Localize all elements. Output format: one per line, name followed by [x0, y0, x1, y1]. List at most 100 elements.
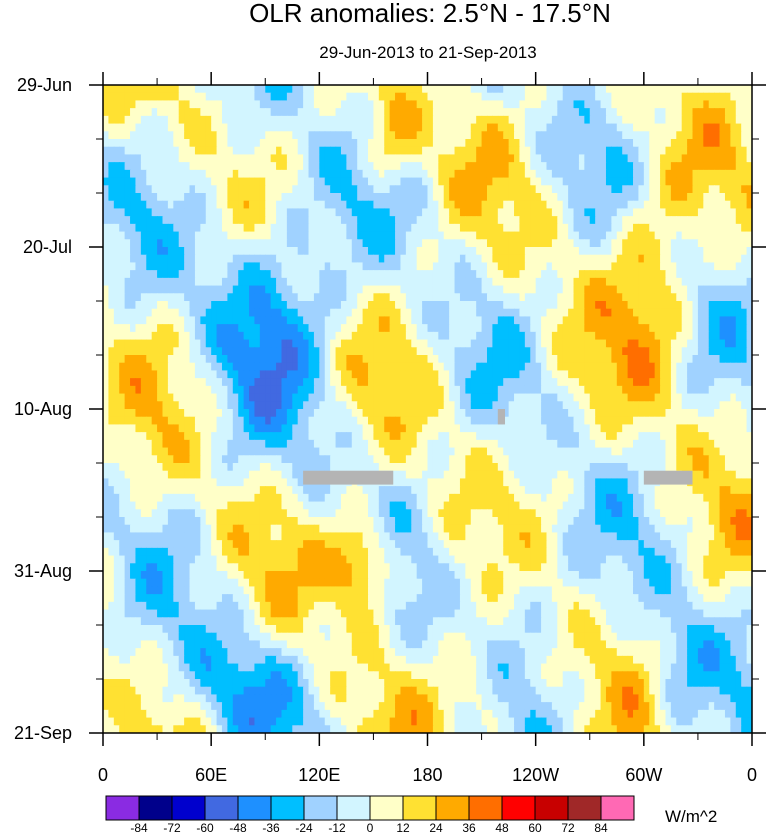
field-cell: [714, 339, 721, 348]
field-cell: [622, 193, 629, 202]
field-cell: [459, 185, 466, 194]
field-cell: [130, 123, 137, 132]
field-cell: [470, 324, 477, 333]
field-cell: [113, 270, 120, 279]
field-cell: [162, 301, 169, 310]
field-cell: [243, 316, 250, 325]
field-cell: [481, 401, 488, 410]
field-cell: [486, 393, 493, 402]
field-cell: [357, 239, 364, 248]
field-cell: [697, 200, 704, 210]
field-cell: [373, 92, 380, 102]
field-cell: [297, 115, 304, 125]
field-cell: [351, 254, 358, 264]
field-cell: [313, 378, 320, 387]
field-cell: [259, 154, 266, 163]
field-cell: [562, 324, 569, 333]
field-cell: [378, 293, 385, 302]
field-cell: [714, 324, 721, 333]
field-cell: [243, 385, 250, 395]
field-cell: [416, 85, 423, 94]
field-cell: [162, 370, 169, 379]
field-cell: [422, 324, 429, 333]
field-cell: [200, 277, 207, 287]
field-cell: [514, 139, 521, 148]
field-cell: [638, 177, 645, 186]
field-cell: [259, 331, 266, 341]
field-cell: [221, 162, 228, 171]
field-cell: [173, 139, 180, 148]
field-cell: [676, 293, 683, 302]
field-cell: [600, 254, 607, 264]
field-cell: [622, 162, 629, 171]
field-cell: [178, 139, 185, 148]
field-cell: [249, 285, 256, 294]
field-cell: [735, 108, 742, 117]
field-cell: [292, 316, 299, 325]
field-cell: [616, 200, 623, 210]
field-cell: [605, 115, 612, 125]
field-cell: [724, 347, 731, 356]
field-cell: [330, 316, 337, 325]
field-cell: [697, 216, 704, 225]
field-cell: [211, 131, 218, 140]
field-cell: [649, 270, 656, 279]
field-cell: [324, 393, 331, 402]
field-cell: [449, 231, 456, 240]
field-cell: [194, 193, 201, 202]
field-cell: [692, 362, 699, 372]
field-cell: [681, 185, 688, 194]
field-cell: [481, 301, 488, 310]
field-cell: [308, 339, 315, 348]
field-cell: [384, 231, 391, 240]
field-cell: [746, 139, 752, 148]
field-cell: [524, 324, 531, 333]
field-cell: [108, 370, 115, 379]
field-cell: [400, 285, 407, 294]
field-cell: [411, 270, 418, 279]
field-cell: [146, 231, 153, 240]
field-cell: [281, 355, 288, 364]
field-cell: [319, 308, 326, 318]
field-cell: [335, 324, 342, 333]
field-cell: [562, 193, 569, 202]
field-cell: [227, 393, 234, 402]
field-cell: [546, 370, 553, 379]
field-cell: [319, 162, 326, 171]
field-cell: [378, 262, 385, 271]
field-cell: [259, 301, 266, 310]
field-cell: [660, 277, 667, 287]
field-cell: [416, 208, 423, 217]
field-cell: [568, 393, 575, 402]
field-cell: [286, 355, 293, 364]
field-cell: [416, 146, 423, 156]
field-cell: [524, 162, 531, 171]
field-cell: [616, 362, 623, 372]
field-cell: [703, 331, 710, 341]
field-cell: [194, 131, 201, 140]
field-cell: [551, 108, 558, 117]
field-cell: [627, 254, 634, 264]
field-cell: [730, 324, 737, 333]
field-cell: [308, 277, 315, 287]
field-cell: [735, 370, 742, 379]
field-cell: [270, 339, 277, 348]
field-cell: [124, 308, 131, 318]
field-cell: [497, 401, 504, 410]
field-cell: [422, 401, 429, 410]
field-cell: [654, 262, 661, 271]
field-cell: [449, 285, 456, 294]
field-cell: [470, 146, 477, 156]
field-cell: [178, 131, 185, 140]
field-cell: [113, 362, 120, 372]
field-cell: [573, 339, 580, 348]
field-cell: [232, 108, 239, 117]
field-cell: [541, 223, 548, 233]
field-cell: [319, 223, 326, 233]
field-cell: [541, 154, 548, 163]
field-cell: [303, 139, 310, 148]
field-cell: [151, 355, 158, 364]
field-cell: [432, 115, 439, 125]
field-cell: [146, 370, 153, 379]
field-cell: [411, 154, 418, 163]
